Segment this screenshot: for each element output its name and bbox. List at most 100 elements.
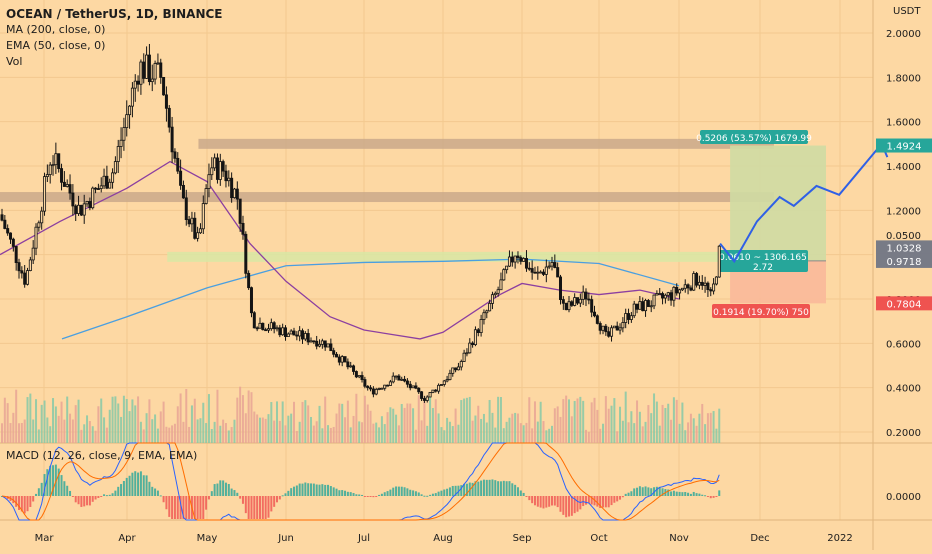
candle-body [377,388,381,390]
symbol-title[interactable]: OCEAN / TetherUS, 1D, BINANCE [6,7,223,21]
time-tick-label[interactable]: Aug [433,533,453,544]
macd-histogram-bar [650,488,653,496]
volume-bar [310,416,313,443]
candle-body [343,356,347,363]
macd-histogram-bar [514,484,517,496]
macd-tick-label[interactable]: 0.0500 [886,231,921,242]
volume-bar [346,400,349,443]
candle-body [261,322,265,331]
volume-bar [168,427,171,443]
profit-label[interactable]: 0.5206 (53.57%) 1679.99 [696,130,812,144]
macd-histogram-bar [706,496,709,497]
candle-body [527,267,531,270]
time-tick-label[interactable]: Oct [590,533,607,544]
volume-bar [576,398,579,443]
entry-price-badge[interactable]: 0.9718 [876,253,932,268]
candle-body [3,219,7,229]
macd-histogram-bar [542,496,545,509]
candle-body [218,161,222,180]
macd-histogram-bar [46,469,49,496]
macd-histogram-bar [426,495,429,497]
long-position-tool[interactable]: 0.5206 (53.57%) 1679.99 0.0610 ~ 1306.165… [696,130,826,318]
macd-tick-label[interactable]: 0.0000 [886,492,921,503]
candle-body [581,291,585,300]
time-tick-label[interactable]: Jun [277,533,294,544]
time-tick-label[interactable]: Jul [357,533,370,544]
price-tick-label[interactable]: 0.6000 [886,339,921,350]
currency-unit[interactable]: USDT [893,6,921,17]
macd-histogram-bar [253,496,256,519]
volume-bar [35,399,38,443]
projection-path[interactable] [719,141,889,264]
candle-body [181,184,185,199]
macd-histogram-bar [131,472,134,496]
time-tick-label[interactable]: Nov [669,533,689,544]
macd-histogram-bar [667,489,670,496]
stop-price-badge[interactable]: 0.7804 [876,296,932,311]
price-tick-label[interactable]: 1.2000 [886,206,921,217]
time-tick-label[interactable]: Mar [35,533,55,544]
candle-body [618,327,622,331]
macd-histogram-bar [304,482,307,496]
candle-body [156,62,160,65]
price-tick-label[interactable]: 1.8000 [886,73,921,84]
macd-histogram-bar [395,486,398,496]
macd-histogram-bar [431,493,434,496]
time-tick-label[interactable]: 2022 [827,533,852,544]
macd-legend[interactable]: MACD (12, 26, close, 9, EMA, EMA) [6,449,198,462]
candle-body [173,151,177,159]
macd-histogram-bar [287,490,290,496]
candle-body [62,181,66,187]
macd-histogram-bar [599,496,602,509]
time-tick-label[interactable]: May [197,533,218,544]
volume-bar [179,393,182,443]
volume-bar [599,428,602,443]
price-tick-label[interactable]: 0.2000 [886,428,921,439]
price-axis[interactable]: 2.00001.80001.60001.40001.20001.00000.80… [876,29,932,503]
candle-body [230,177,234,199]
candle-body [312,340,316,343]
macd-histogram-bar [389,489,392,496]
macd-histogram-bar [559,496,562,512]
macd-histogram-bar [241,496,244,504]
candle-body [94,187,98,190]
macd-histogram-bar [607,496,610,508]
volume-bar [624,391,627,443]
candle-body [405,380,409,385]
price-tick-label[interactable]: 0.4000 [886,384,921,395]
candle-body [275,327,279,330]
price-tick-label[interactable]: 1.4000 [886,162,921,173]
volume-bar [446,417,449,443]
projection-line[interactable] [719,141,889,264]
time-tick-label[interactable]: Sep [513,533,532,544]
ema-legend[interactable]: EMA (50, close, 0) [6,39,106,52]
price-tick-label[interactable]: 1.6000 [886,118,921,129]
macd-histogram-bar [420,494,423,496]
volume-bar [383,424,386,443]
time-tick-label[interactable]: Apr [118,533,136,544]
vol-legend[interactable]: Vol [6,55,23,68]
time-axis[interactable]: Mar Apr May Jun Jul Aug Sep Oct Nov Dec 2022 [35,533,853,544]
volume-bar [145,413,148,443]
price-tick-label[interactable]: 2.0000 [886,29,921,40]
time-tick-label[interactable]: Dec [750,533,769,544]
candle-body [71,192,75,207]
volume-bar [15,389,18,443]
target-price-badge[interactable]: 1.4924 [876,138,932,153]
volume-bar [26,397,29,443]
volume-bar [171,425,174,443]
ma-legend[interactable]: MA (200, close, 0) [6,23,106,36]
candle-body [448,372,452,380]
candle-body [85,201,89,205]
candle-body [638,301,642,310]
candle-body [40,210,44,224]
loss-label[interactable]: 0.1914 (19.70%) 750 [712,304,810,318]
macd-histogram-bar [590,496,593,505]
macd-histogram-bar [139,471,142,496]
candle-body [678,289,682,294]
macd-histogram-bar [380,493,383,496]
macd-histogram-bar [40,482,43,496]
